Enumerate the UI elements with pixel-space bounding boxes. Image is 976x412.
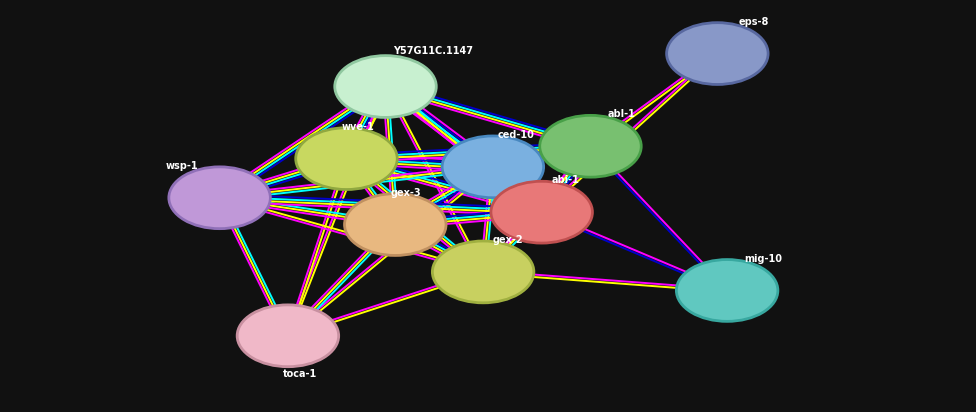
Ellipse shape — [432, 241, 534, 303]
Ellipse shape — [296, 128, 397, 190]
Text: mig-10: mig-10 — [745, 254, 783, 264]
Text: gex-3: gex-3 — [390, 188, 421, 198]
Text: abl-1: abl-1 — [608, 110, 636, 119]
Text: toca-1: toca-1 — [283, 369, 317, 379]
Ellipse shape — [540, 115, 641, 177]
Ellipse shape — [667, 23, 768, 84]
Ellipse shape — [442, 136, 544, 198]
Text: ced-10: ced-10 — [498, 130, 535, 140]
Text: gex-2: gex-2 — [493, 235, 523, 245]
Ellipse shape — [491, 181, 592, 243]
Text: Y57G11C.1147: Y57G11C.1147 — [393, 46, 473, 56]
Ellipse shape — [169, 167, 270, 229]
Ellipse shape — [335, 56, 436, 117]
Ellipse shape — [676, 260, 778, 321]
Text: eps-8: eps-8 — [739, 17, 769, 27]
Text: abi-1: abi-1 — [551, 176, 580, 185]
Text: wve-1: wve-1 — [342, 122, 375, 132]
Ellipse shape — [237, 305, 339, 367]
Ellipse shape — [345, 194, 446, 255]
Text: wsp-1: wsp-1 — [166, 161, 198, 171]
